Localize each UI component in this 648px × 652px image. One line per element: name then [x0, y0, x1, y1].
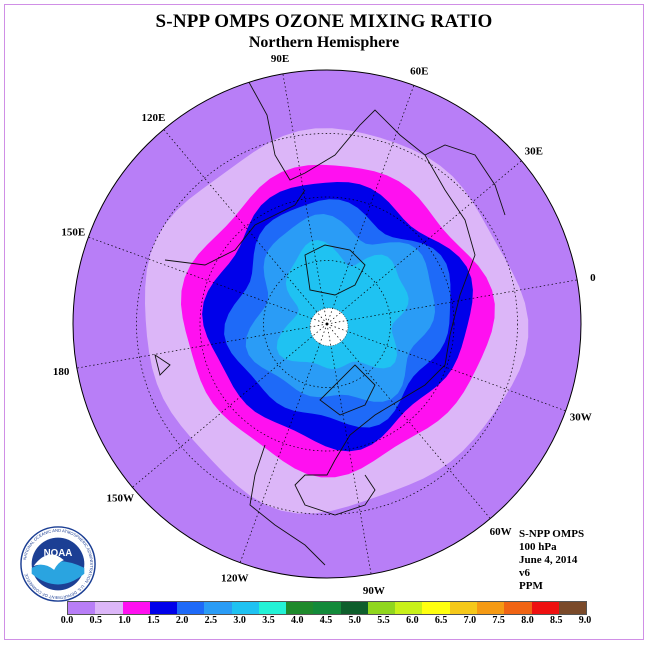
- colorbar-swatch-3: [149, 602, 178, 614]
- figure-frame: S-NPP OMPS OZONE MIXING RATIO Northern H…: [4, 4, 644, 640]
- latitude-circle-1: [199, 196, 455, 452]
- longitude-label-30E: 30E: [525, 145, 543, 157]
- page-title: S-NPP OMPS OZONE MIXING RATIO: [155, 11, 493, 32]
- longitude-label-90E: 90E: [271, 53, 289, 65]
- colorbar-ticks: 0.0 0.5 1.0 1.5 2.0 2.5 3.0 3.5 4.0 4.5 5.0 5.5 6.0 6…: [55, 615, 603, 629]
- colorbar-swatch-14: [449, 602, 477, 614]
- longitude-label-60E: 60E: [410, 65, 428, 77]
- colorbar-tick-label: 5.5: [377, 615, 390, 626]
- longitude-label-150E: 150E: [61, 227, 85, 239]
- colorbar-tick-label: 3.0: [233, 615, 246, 626]
- colorbar-swatch-9: [313, 602, 341, 614]
- colorbar-swatch-13: [422, 602, 450, 614]
- pole-no-data: [309, 307, 349, 347]
- latitude-circle-2: [136, 133, 518, 515]
- colorbar-swatch-8: [286, 602, 314, 614]
- colorbar-swatch-7: [258, 602, 287, 614]
- colorbar-tick-label: 4.5: [319, 615, 333, 626]
- coastline-5: [304, 244, 366, 296]
- colorbar-tick-label: 5.0: [348, 615, 362, 626]
- longitude-label-0: 0: [590, 272, 596, 284]
- latitude-circle-0: [263, 260, 391, 388]
- info-product: S-NPP OMPS: [519, 528, 585, 540]
- colorbar-tick-label: 3.5: [262, 615, 275, 626]
- longitude-labels: 90E 60E 30E 0 30W 60W 90W 120W 150W 180 150E 120E: [53, 53, 596, 597]
- colorbar-tick-label: 1.5: [147, 615, 160, 626]
- noaa-logo: NOAA NATIONAL OCEANIC AND ATMOSPHERIC AD…: [20, 526, 96, 602]
- polar-map: 90E 60E 30E 0 30W 60W 90W 120W 150W 180 150E 120E: [53, 53, 596, 597]
- lat-lon-grid: [76, 73, 578, 575]
- coastline-2: [164, 189, 306, 266]
- coastline-0: [244, 74, 476, 461]
- info-version: v6: [519, 567, 530, 579]
- coastline-6: [319, 364, 376, 416]
- colorbar-swatch-17: [531, 602, 559, 614]
- colorbar-swatch-0: [68, 602, 96, 614]
- info-level: 100 hPa: [519, 541, 557, 553]
- contour-band-3.0-3.5: [276, 240, 409, 370]
- product-info: S-NPP OMPS 100 hPa June 4, 2014 v6 PPM: [519, 528, 584, 593]
- coastline-3: [249, 444, 326, 566]
- logo-wordmark: NOAA: [44, 548, 73, 559]
- colorbar-swatch-1: [95, 602, 123, 614]
- colorbar-swatch-11: [367, 602, 396, 614]
- page-subtitle: Northern Hemisphere: [248, 34, 400, 51]
- colorbar-tick-label: 1.0: [118, 615, 131, 626]
- colorbar-swatch-5: [204, 602, 232, 614]
- coastlines: [154, 74, 506, 566]
- colorbar-tick-label: 0.0: [60, 615, 74, 626]
- colorbar-tick-label: 7.0: [463, 615, 477, 626]
- colorbar-tick-label: 6.5: [434, 615, 448, 626]
- info-date: June 4, 2014: [519, 554, 578, 566]
- colorbar-swatch-15: [476, 602, 505, 614]
- longitude-label-30W: 30W: [570, 411, 592, 423]
- longitude-label-90W: 90W: [363, 585, 385, 597]
- colorbar-tick-label: 6.0: [406, 615, 419, 626]
- colorbar-swatch-16: [504, 602, 532, 614]
- longitude-label-120E: 120E: [141, 112, 165, 124]
- ozone-contour-bands: [73, 70, 581, 578]
- coastline-4: [424, 144, 506, 216]
- coastline-1: [294, 459, 376, 516]
- colorbar-tick-label: 8.0: [521, 615, 534, 626]
- colorbar-swatch-2: [122, 602, 150, 614]
- colorbar-swatch-6: [231, 602, 259, 614]
- colorbar-tick-label: 9.0: [578, 615, 592, 626]
- info-units: PPM: [519, 580, 543, 592]
- longitude-label-60W: 60W: [490, 526, 512, 538]
- colorbar-swatch-12: [395, 602, 423, 614]
- colorbar-tick-label: 0.5: [89, 615, 103, 626]
- colorbar-tick-label: 8.5: [549, 615, 563, 626]
- colorbar-swatch-10: [340, 602, 368, 614]
- coastline-7: [154, 353, 171, 376]
- colorbar-swatch-4: [177, 602, 205, 614]
- colorbar-swatch-18: [558, 602, 587, 614]
- longitude-label-120W: 120W: [221, 573, 249, 585]
- map-boundary: [72, 69, 582, 579]
- longitude-label-150W: 150W: [106, 493, 134, 505]
- longitude-label-180: 180: [53, 366, 70, 378]
- colorbar: [67, 601, 587, 615]
- colorbar-tick-label: 4.0: [290, 615, 304, 626]
- colorbar-tick-label: 2.5: [204, 615, 218, 626]
- colorbar-tick-label: 2.0: [175, 615, 189, 626]
- colorbar-tick-label: 7.5: [492, 615, 505, 626]
